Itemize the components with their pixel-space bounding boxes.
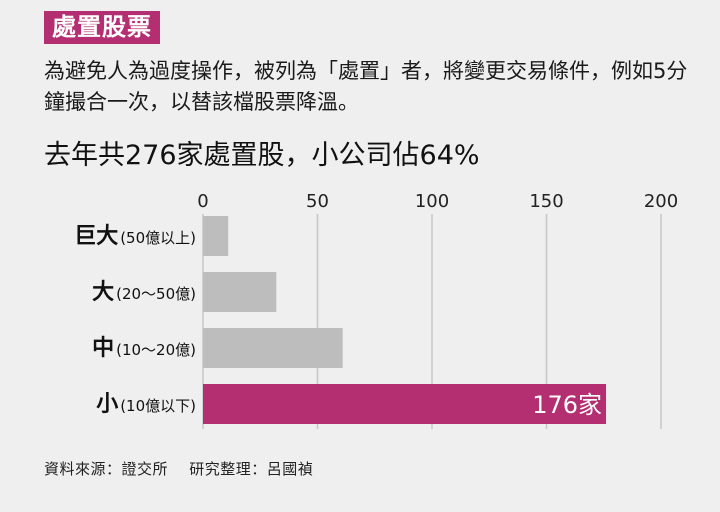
topic-tag: 處置股票 [44,11,160,44]
x-tick-label: 200 [644,191,678,212]
category-label: 大 (20～50億) [92,280,196,305]
x-tick-label: 0 [197,191,208,212]
category-label: 小 (10億以下) [96,392,196,417]
bar [203,216,229,256]
x-tick-label: 100 [415,191,449,212]
x-tick-label: 50 [306,191,329,212]
intro-text: 為避免人為過度操作，被列為「處置」者，將變更交易條件，例如5分鐘撮合一次，以替該… [44,59,688,114]
bar-chart: 0 50 100 150 200 巨大 (50億以上) 大 (20～50億) 中 (10～20億) 小… [74,191,678,429]
x-tick-label: 150 [529,191,563,212]
bar-data-label: 176家 [532,391,602,419]
source-line: 資料來源：證交所 研究整理：呂國禎 [44,458,313,479]
chart-title: 去年共276家處置股，小公司佔64% [44,140,480,171]
bar [203,272,277,312]
bar [203,328,343,368]
source-text: 資料來源：證交所 [44,460,169,478]
credit-text: 研究整理：呂國禎 [189,460,314,478]
category-label: 中 (10～20億) [92,336,196,361]
bar [203,384,607,424]
category-label: 巨大 (50億以上) [74,224,196,249]
